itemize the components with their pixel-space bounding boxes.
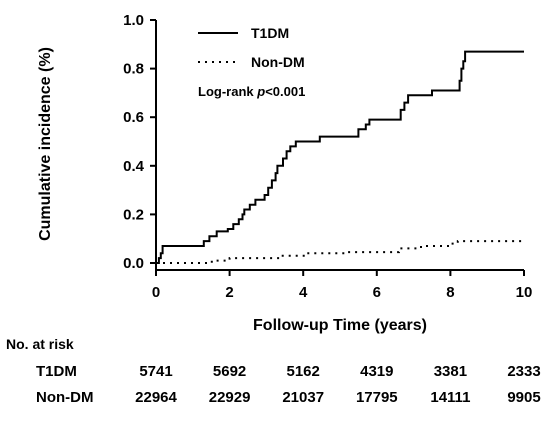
risk-table-cell: 3381: [434, 363, 467, 380]
risk-table-cell: 22964: [135, 389, 177, 406]
legend-label-non-dm: Non-DM: [251, 54, 305, 70]
legend-label-t1dm: T1DM: [251, 25, 289, 41]
y-tick-label: 1.0: [123, 12, 144, 29]
y-tick-label: 0.6: [123, 109, 144, 126]
y-axis-ticks: 0.0 0.2 0.4 0.6 0.8 1.0: [123, 12, 156, 272]
log-rank-value: <0.001: [265, 84, 305, 99]
log-rank-prefix: Log-rank: [198, 84, 257, 99]
risk-table-cell: 22929: [209, 389, 251, 406]
risk-table-title: No. at risk: [6, 336, 74, 352]
risk-table-cell: 5162: [287, 363, 320, 380]
legend: T1DM Non-DM: [198, 25, 305, 70]
series-layer: [156, 50, 524, 264]
series-line-t1dm: [156, 50, 524, 264]
risk-table-cell: 14111: [430, 389, 470, 406]
x-tick-label: 4: [299, 284, 308, 301]
log-rank-annotation: Log-rank p<0.001: [198, 84, 305, 99]
risk-row-label: T1DM: [36, 363, 77, 380]
risk-table-cell: 9905: [507, 389, 540, 406]
y-tick-label: 0.4: [123, 158, 145, 175]
y-tick-label: 0.0: [123, 255, 144, 272]
risk-row-label: Non-DM: [36, 389, 93, 406]
risk-table-cell: 5741: [139, 363, 172, 380]
x-tick-label: 2: [225, 284, 233, 301]
x-axis-ticks: 0 2 4 6 8 10: [152, 270, 533, 301]
risk-table-cell: 5692: [213, 363, 246, 380]
x-tick-label: 0: [152, 284, 160, 301]
risk-table-cell: 21037: [282, 389, 324, 406]
risk-table-cell: 4319: [360, 363, 393, 380]
risk-table-cell: 2333: [507, 363, 540, 380]
log-rank-p: p: [256, 84, 265, 99]
x-tick-label: 6: [373, 284, 381, 301]
y-axis-title: Cumulative incidence (%): [37, 47, 54, 241]
series-line-non-dm: [156, 240, 524, 264]
y-tick-label: 0.2: [123, 206, 144, 223]
x-tick-label: 10: [516, 284, 533, 301]
y-tick-label: 0.8: [123, 61, 144, 78]
risk-table: T1DM 5741 5692 5162 4319 3381 2333 Non-DM 22964 2…: [36, 363, 541, 406]
x-tick-label: 8: [446, 284, 454, 301]
x-axis-title: Follow-up Time (years): [253, 317, 427, 334]
risk-table-cell: 17795: [356, 389, 398, 406]
